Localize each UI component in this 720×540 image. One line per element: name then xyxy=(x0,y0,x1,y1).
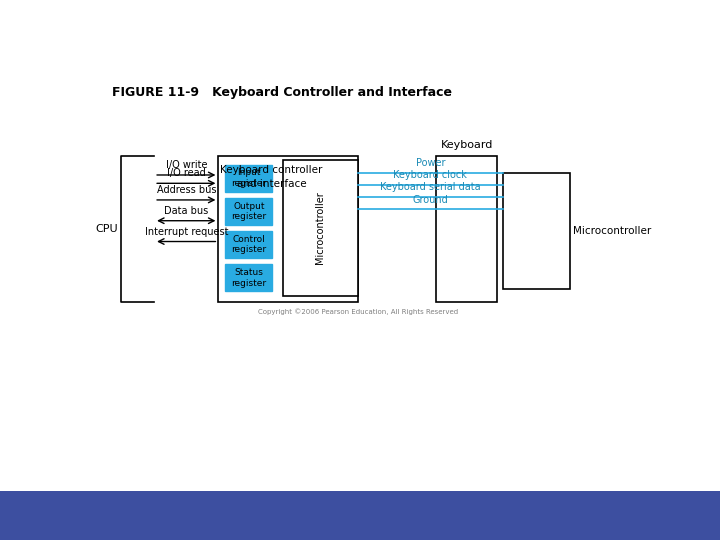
FancyBboxPatch shape xyxy=(436,156,498,302)
Text: and interface: and interface xyxy=(237,179,306,189)
Text: I/O write: I/O write xyxy=(166,160,207,170)
Text: Data bus: Data bus xyxy=(164,206,208,216)
Text: Copyright ©2016, 2008, 2004: Copyright ©2016, 2008, 2004 xyxy=(518,496,654,505)
Text: Power: Power xyxy=(415,158,445,168)
FancyBboxPatch shape xyxy=(503,173,570,289)
Text: Status
register: Status register xyxy=(231,268,266,288)
FancyBboxPatch shape xyxy=(218,156,358,302)
Text: Mano | Kime | Martin: Mano | Kime | Martin xyxy=(72,519,166,529)
Text: Ground: Ground xyxy=(413,194,449,205)
Text: Input
register: Input register xyxy=(231,168,266,188)
Text: Control
register: Control register xyxy=(231,235,266,254)
Text: ALWAYS LEARNING: ALWAYS LEARNING xyxy=(14,499,109,508)
Text: Microcontroller: Microcontroller xyxy=(572,226,651,236)
Text: by Pearson Education, Inc.: by Pearson Education, Inc. xyxy=(518,513,638,522)
Text: FIGURE 11-9   Keyboard Controller and Interface: FIGURE 11-9 Keyboard Controller and Inte… xyxy=(112,85,452,99)
Text: Microcontroller: Microcontroller xyxy=(315,192,325,265)
FancyBboxPatch shape xyxy=(225,231,272,258)
Text: Keyboard controller: Keyboard controller xyxy=(220,165,323,174)
FancyBboxPatch shape xyxy=(282,160,358,295)
FancyBboxPatch shape xyxy=(225,165,272,192)
Text: All rights reserved.: All rights reserved. xyxy=(518,529,604,538)
Text: PEARSON: PEARSON xyxy=(587,504,691,523)
Text: Output
register: Output register xyxy=(231,201,266,221)
Text: CPU: CPU xyxy=(95,224,118,234)
Text: Copyright ©2006 Pearson Education, All Rights Reserved: Copyright ©2006 Pearson Education, All R… xyxy=(258,308,458,315)
Text: Logic and Computer Design Fundamentals, Fifth Edition: Logic and Computer Design Fundamentals, … xyxy=(72,499,324,508)
Text: I/O read: I/O read xyxy=(167,168,206,178)
FancyBboxPatch shape xyxy=(225,198,272,225)
Text: Keyboard clock: Keyboard clock xyxy=(393,170,467,180)
Text: Interrupt request: Interrupt request xyxy=(145,226,228,237)
Text: Keyboard serial data: Keyboard serial data xyxy=(380,182,481,192)
Text: Keyboard: Keyboard xyxy=(441,140,492,150)
Text: Address bus: Address bus xyxy=(156,185,216,195)
FancyBboxPatch shape xyxy=(225,265,272,292)
